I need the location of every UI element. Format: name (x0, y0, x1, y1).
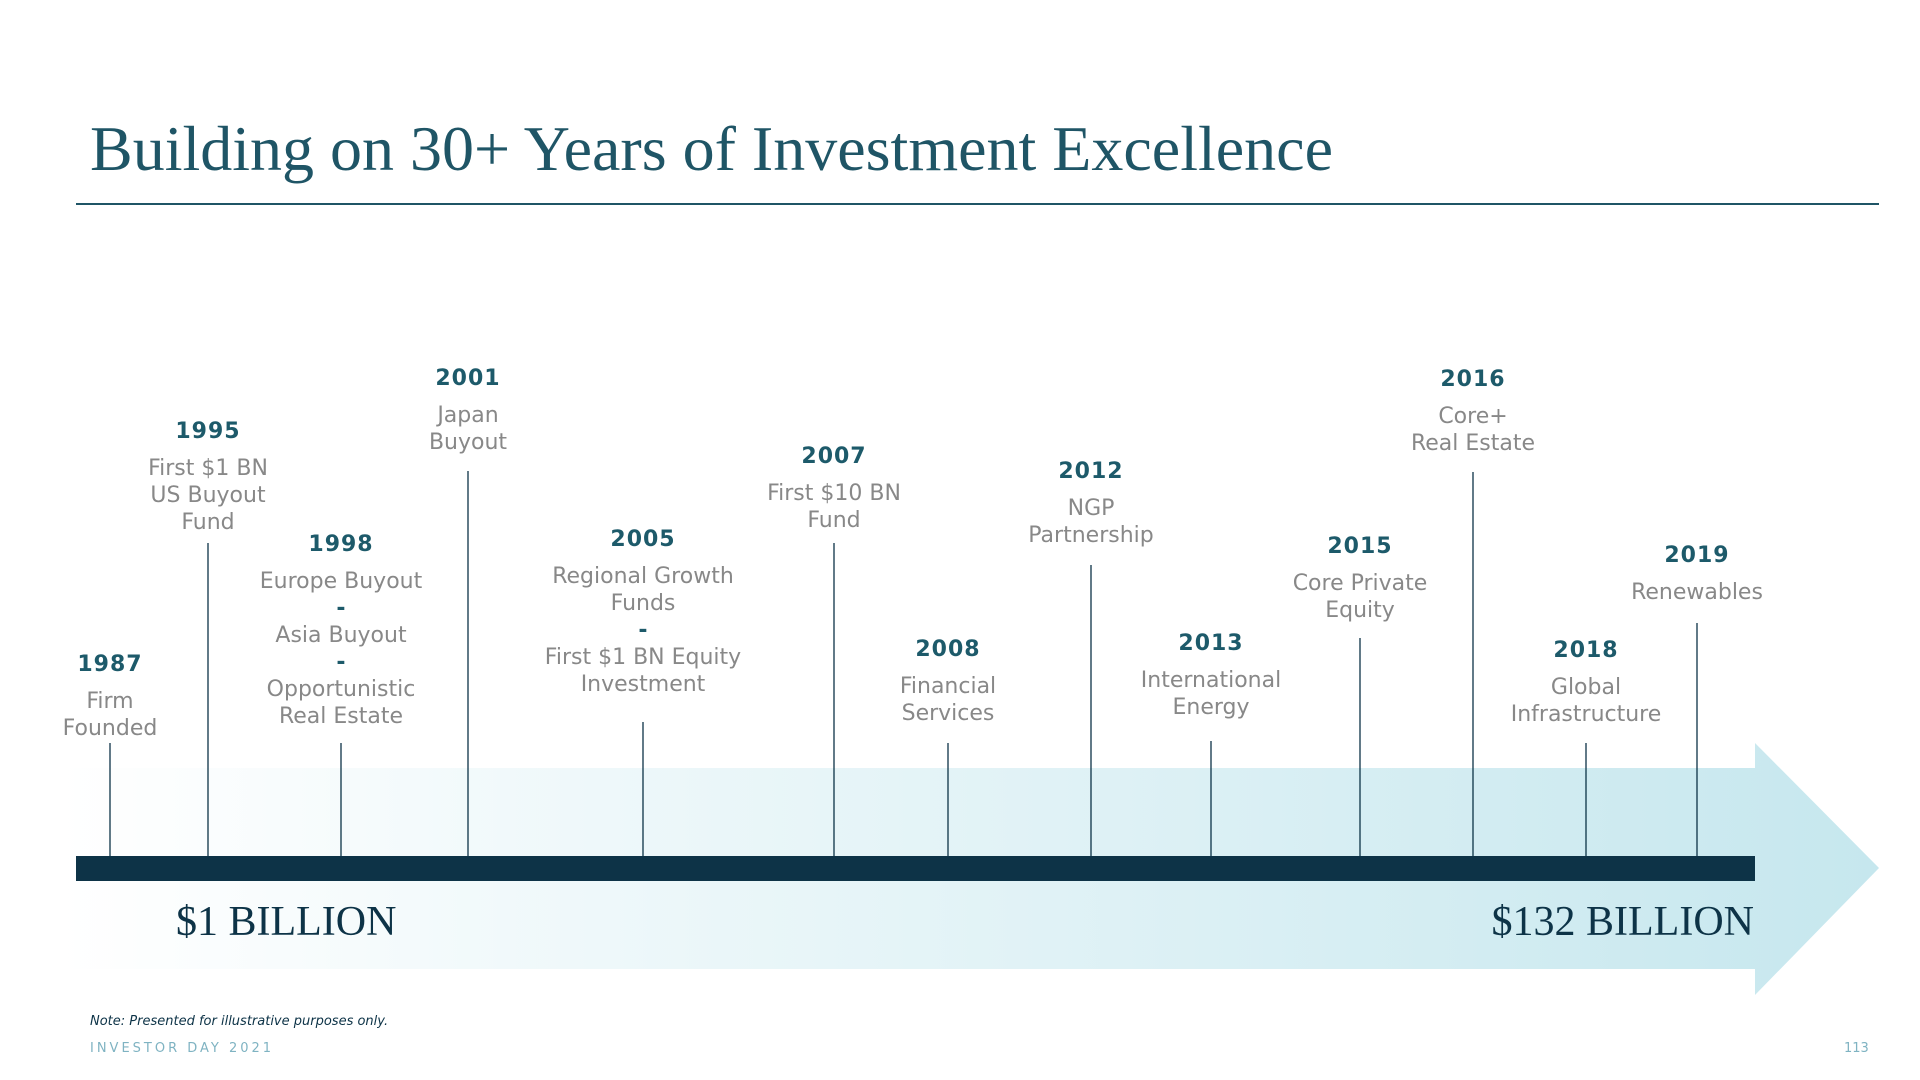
milestone: 2015 Core Private Equity (1293, 534, 1428, 624)
milestone-text: - (638, 618, 648, 643)
title-rule (76, 203, 1879, 205)
milestone: 2016 Core+ Real Estate (1411, 367, 1535, 457)
slide-title: Building on 30+ Years of Investment Exce… (90, 113, 1333, 184)
milestone-year: 1998 (308, 532, 374, 557)
milestone: 1998 Europe Buyout - Asia Buyout - Opportunis… (260, 532, 422, 730)
milestone-text: Investment (580, 672, 706, 697)
milestone-text: Equity (1325, 598, 1395, 623)
milestone-text: Europe Buyout (259, 569, 423, 594)
start-label: $1 BILLION (176, 899, 397, 945)
milestone-year: 2008 (915, 637, 981, 662)
milestone-text: Regional Growth (552, 564, 734, 589)
milestone-text: First $10 BN (767, 481, 901, 506)
milestone-year: 2007 (801, 444, 867, 469)
milestone-text: US Buyout (150, 483, 266, 508)
milestone-text: International (1140, 668, 1282, 693)
milestone-text: Buyout (428, 430, 508, 455)
milestone: 2005 Regional Growth Funds - First $1 BN Equ… (545, 527, 741, 698)
milestone-text: NGP (1067, 496, 1115, 521)
milestone-year: 2018 (1553, 638, 1619, 663)
milestone-text: - (336, 596, 346, 621)
milestone-text: Services (901, 701, 995, 726)
milestone-text: Financial (899, 674, 997, 699)
milestone: 1987 Firm Founded (63, 652, 158, 742)
milestone: 2001 Japan Buyout (429, 366, 507, 456)
milestone: 2019 Renewables (1631, 543, 1763, 606)
milestone-text: Renewables (1631, 580, 1763, 605)
milestone-text: Real Estate (278, 704, 404, 729)
milestone-text: First $1 BN Equity (544, 645, 742, 670)
milestone-text: Infrastructure (1510, 702, 1662, 727)
milestone-text: Founded (62, 716, 158, 741)
milestone-text: Core+ (1438, 404, 1508, 429)
milestone-text: Asia Buyout (275, 623, 407, 648)
milestone-year: 2001 (435, 366, 501, 391)
milestone-text: - (336, 650, 346, 675)
note: Note: Presented for illustrative purpose… (90, 1014, 389, 1029)
milestone-text: Japan (437, 403, 499, 428)
milestone-text: Global (1550, 675, 1622, 700)
milestone-text: Partnership (1028, 523, 1154, 548)
milestone-text: Core Private (1292, 571, 1428, 596)
milestone-text: Funds (610, 591, 676, 616)
timeline-bar (76, 856, 1755, 881)
milestone-text: First $1 BN (148, 456, 268, 481)
milestone: 2018 Global Infrastructure (1511, 638, 1662, 728)
milestone-year: 1995 (175, 419, 241, 444)
milestone-year: 2015 (1327, 534, 1393, 559)
milestone-text: Opportunistic (266, 677, 416, 702)
milestone-year: 2012 (1058, 459, 1124, 484)
milestone: 2007 First $10 BN Fund (767, 444, 901, 534)
milestone: 1995 First $1 BN US Buyout Fund (148, 419, 268, 536)
milestone-text: Fund (807, 508, 861, 533)
milestone-text: Energy (1172, 695, 1250, 720)
milestone: 2013 International Energy (1141, 631, 1281, 721)
milestone-text: Firm (86, 689, 134, 714)
page-number: 113 (1844, 1041, 1869, 1056)
milestone-text: Real Estate (1410, 431, 1536, 456)
footer-event: INVESTOR DAY 2021 (90, 1041, 275, 1056)
milestone-year: 2013 (1178, 631, 1244, 656)
milestone: 2008 Financial Services (900, 637, 996, 727)
milestone-year: 2019 (1664, 543, 1730, 568)
milestone-year: 2005 (610, 527, 676, 552)
milestone: 2012 NGP Partnership (1028, 459, 1153, 549)
milestone-year: 1987 (77, 652, 143, 677)
milestone-text: Fund (181, 510, 235, 535)
milestone-year: 2016 (1440, 367, 1506, 392)
end-label: $132 BILLION (1491, 899, 1754, 945)
